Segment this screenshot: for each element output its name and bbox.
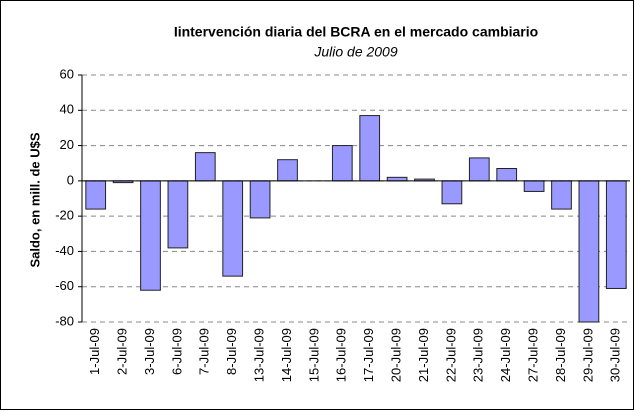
- x-tick-label: 8-Jul-09: [224, 328, 239, 375]
- bar: [523, 180, 545, 192]
- y-tick-label: -40: [55, 243, 74, 258]
- bar: [468, 157, 490, 182]
- y-tick-label: -20: [55, 208, 74, 223]
- x-tick-label: 29-Jul-09: [580, 328, 595, 382]
- x-tick-label: 20-Jul-09: [389, 328, 404, 382]
- x-tick-label: 21-Jul-09: [416, 328, 431, 382]
- bar: [441, 180, 463, 205]
- bar: [194, 152, 216, 182]
- x-tick-label: 13-Jul-09: [252, 328, 267, 382]
- x-tick-label: 7-Jul-09: [197, 328, 212, 375]
- x-tick-label: 27-Jul-09: [526, 328, 541, 382]
- x-tick-label: 30-Jul-09: [608, 328, 623, 382]
- bar: [85, 180, 107, 210]
- x-tick-label: 14-Jul-09: [279, 328, 294, 382]
- bar: [605, 180, 627, 289]
- x-tick-label: 3-Jul-09: [142, 328, 157, 375]
- x-tick-label: 28-Jul-09: [553, 328, 568, 382]
- bar: [167, 180, 189, 249]
- bar: [331, 145, 353, 182]
- x-tick-label: 6-Jul-09: [169, 328, 184, 375]
- bar: [551, 180, 572, 210]
- x-tick-label: 2-Jul-09: [115, 328, 130, 375]
- x-tick-label: 16-Jul-09: [334, 328, 349, 382]
- bar: [386, 176, 408, 182]
- bar: [359, 115, 381, 182]
- y-axis-label: Saldo, en mill. de U$S: [27, 132, 42, 267]
- bar: [496, 168, 518, 182]
- bar: [249, 180, 271, 219]
- x-tick-label: 22-Jul-09: [443, 328, 458, 382]
- y-tick-label: -60: [55, 278, 74, 293]
- chart-subtitle: Julio de 2009: [313, 44, 398, 60]
- y-tick-label: 0: [67, 172, 74, 187]
- x-tick-label: 24-Jul-09: [498, 328, 513, 382]
- chart-title: Iintervención diaria del BCRA en el merc…: [174, 24, 538, 40]
- x-tick-label: 15-Jul-09: [306, 328, 321, 382]
- y-tick-label: 20: [60, 137, 74, 152]
- y-tick-label: 60: [60, 66, 74, 81]
- x-tick-label: 23-Jul-09: [471, 328, 486, 382]
- y-tick-label: 40: [60, 102, 74, 117]
- bar: [140, 180, 161, 291]
- x-tick-label: 17-Jul-09: [361, 328, 376, 382]
- x-tick-label: 1-Jul-09: [87, 328, 102, 375]
- y-tick-label: -80: [55, 313, 74, 328]
- bar: [277, 159, 298, 182]
- bar: [578, 180, 600, 323]
- bar: [222, 180, 244, 277]
